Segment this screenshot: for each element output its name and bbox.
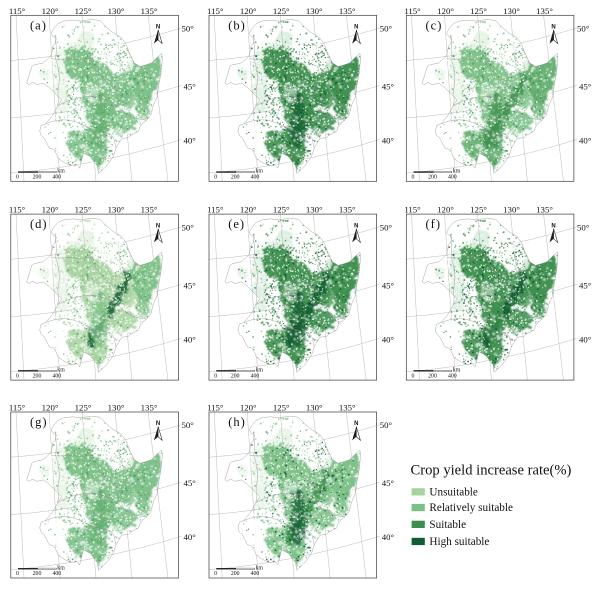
svg-text:Unsuitable: Unsuitable bbox=[429, 487, 478, 499]
svg-text:(e): (e) bbox=[228, 217, 245, 231]
svg-text:(c): (c) bbox=[426, 18, 443, 32]
svg-text:High suitable: High suitable bbox=[429, 536, 489, 548]
svg-text:(g): (g) bbox=[30, 415, 48, 429]
svg-text:(b): (b) bbox=[228, 18, 246, 32]
svg-text:(a): (a) bbox=[30, 18, 47, 32]
svg-text:Suitable: Suitable bbox=[429, 519, 466, 531]
svg-text:(h): (h) bbox=[228, 415, 246, 429]
svg-text:Crop yield increase rate(%): Crop yield increase rate(%) bbox=[411, 463, 572, 479]
svg-text:(d): (d) bbox=[30, 217, 48, 231]
svg-text:Relatively suitable: Relatively suitable bbox=[429, 502, 513, 514]
svg-text:(f): (f) bbox=[426, 217, 442, 231]
